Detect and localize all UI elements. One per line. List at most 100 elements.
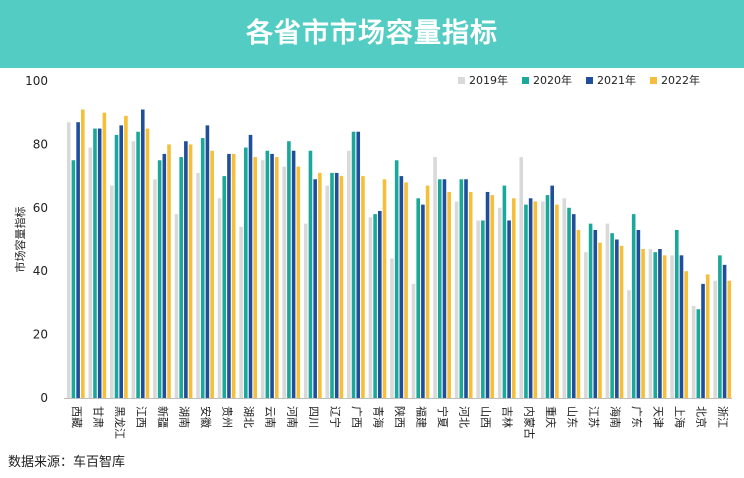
bar: [303, 223, 308, 398]
bar: [124, 115, 128, 398]
y-tick-label: 0: [40, 391, 48, 405]
bar: [390, 258, 394, 398]
bar: [648, 249, 653, 398]
legend-swatch: [650, 76, 657, 84]
legend-label: 2020年: [533, 74, 572, 87]
bar: [567, 207, 571, 398]
bar: [296, 166, 301, 398]
x-tick-label: 福建: [415, 406, 429, 428]
x-tick-label: 青海: [371, 406, 385, 428]
x-tick-label: 江西: [134, 406, 147, 428]
bar: [691, 306, 696, 398]
x-tick-label: 吉林: [501, 406, 515, 428]
bar: [140, 109, 145, 398]
bar: [308, 150, 313, 398]
bar: [378, 210, 382, 398]
x-tick-label: 辽宁: [328, 406, 342, 428]
x-tick-label: 浙江: [716, 406, 729, 428]
bar: [576, 229, 581, 398]
bar: [174, 214, 179, 398]
x-tick-label: 天津: [652, 406, 665, 428]
bar: [584, 252, 588, 398]
x-tick-label: 山东: [565, 406, 578, 428]
bar: [593, 229, 598, 398]
bar: [696, 309, 701, 398]
legend-swatch: [458, 76, 465, 84]
bar: [598, 242, 602, 398]
bar: [433, 157, 437, 398]
bar-chart: 020406080100市场容量指标西藏 甘肃 黑龙江 江西 新疆 湖南 安徽 贵州 湖北 云南河…: [13, 74, 732, 439]
bar: [382, 179, 387, 398]
bar: [71, 160, 76, 398]
bar: [490, 195, 495, 398]
bar: [468, 191, 473, 398]
bar: [347, 150, 351, 398]
y-tick-label: 40: [33, 264, 48, 278]
bar: [114, 134, 119, 398]
bar: [727, 280, 732, 398]
bar: [722, 264, 727, 398]
bar: [119, 125, 124, 398]
bar: [313, 179, 317, 398]
bar: [562, 198, 567, 398]
legend: 2019年 2020年 2021年 2022年: [458, 72, 700, 88]
x-tick-label: 宁夏: [436, 406, 450, 428]
x-tick-label: 河北: [458, 406, 471, 428]
bar: [81, 109, 85, 398]
bar: [459, 179, 464, 398]
bar: [93, 128, 97, 399]
bar: [394, 160, 399, 398]
bar: [339, 176, 344, 398]
legend-swatch: [586, 76, 593, 84]
bar: [248, 134, 253, 398]
bar: [110, 185, 114, 398]
bar: [670, 255, 674, 398]
bar: [157, 160, 162, 398]
legend-label: 2022年: [661, 74, 700, 87]
y-tick-label: 80: [33, 137, 48, 151]
bar: [605, 223, 610, 398]
bar: [421, 204, 425, 398]
bar: [131, 141, 136, 398]
x-tick-label: 西藏: [70, 406, 83, 428]
bar: [524, 204, 528, 398]
bar: [684, 271, 688, 398]
x-tick-label: 上海: [673, 406, 687, 428]
y-tick-label: 60: [33, 201, 48, 215]
y-tick-label: 100: [25, 74, 48, 88]
legend-label: 2021年: [597, 74, 636, 87]
bar: [404, 182, 408, 398]
bar: [540, 201, 545, 398]
bar: [253, 157, 258, 398]
x-tick-label: 黑龙江: [113, 406, 126, 439]
bar: [411, 283, 416, 398]
bar: [361, 176, 365, 398]
bar: [222, 176, 227, 398]
bar: [631, 214, 636, 398]
bar: [476, 220, 480, 398]
title-banner: 各省市市场容量指标: [0, 0, 744, 68]
bar: [615, 239, 619, 398]
bar: [464, 179, 468, 398]
bar: [287, 141, 291, 398]
x-tick-label: 新疆: [156, 406, 170, 428]
bar: [291, 150, 296, 398]
bar: [701, 283, 705, 398]
x-tick-label: 云南: [264, 406, 277, 428]
bar: [619, 245, 624, 398]
x-tick-label: 海南: [608, 406, 622, 428]
bar: [136, 131, 140, 398]
bar: [179, 157, 183, 398]
bar: [416, 198, 420, 398]
x-tick-label: 广东: [630, 406, 643, 428]
x-tick-label: 湖南: [178, 406, 191, 428]
bar: [88, 147, 93, 398]
legend-label: 2019年: [469, 74, 508, 87]
bar: [76, 122, 80, 399]
bar: [227, 153, 231, 398]
bar: [265, 150, 270, 398]
x-tick-label: 四川: [307, 406, 320, 428]
bar: [368, 217, 373, 398]
y-tick-label: 20: [33, 328, 48, 342]
x-tick-label: 甘肃: [91, 406, 104, 428]
